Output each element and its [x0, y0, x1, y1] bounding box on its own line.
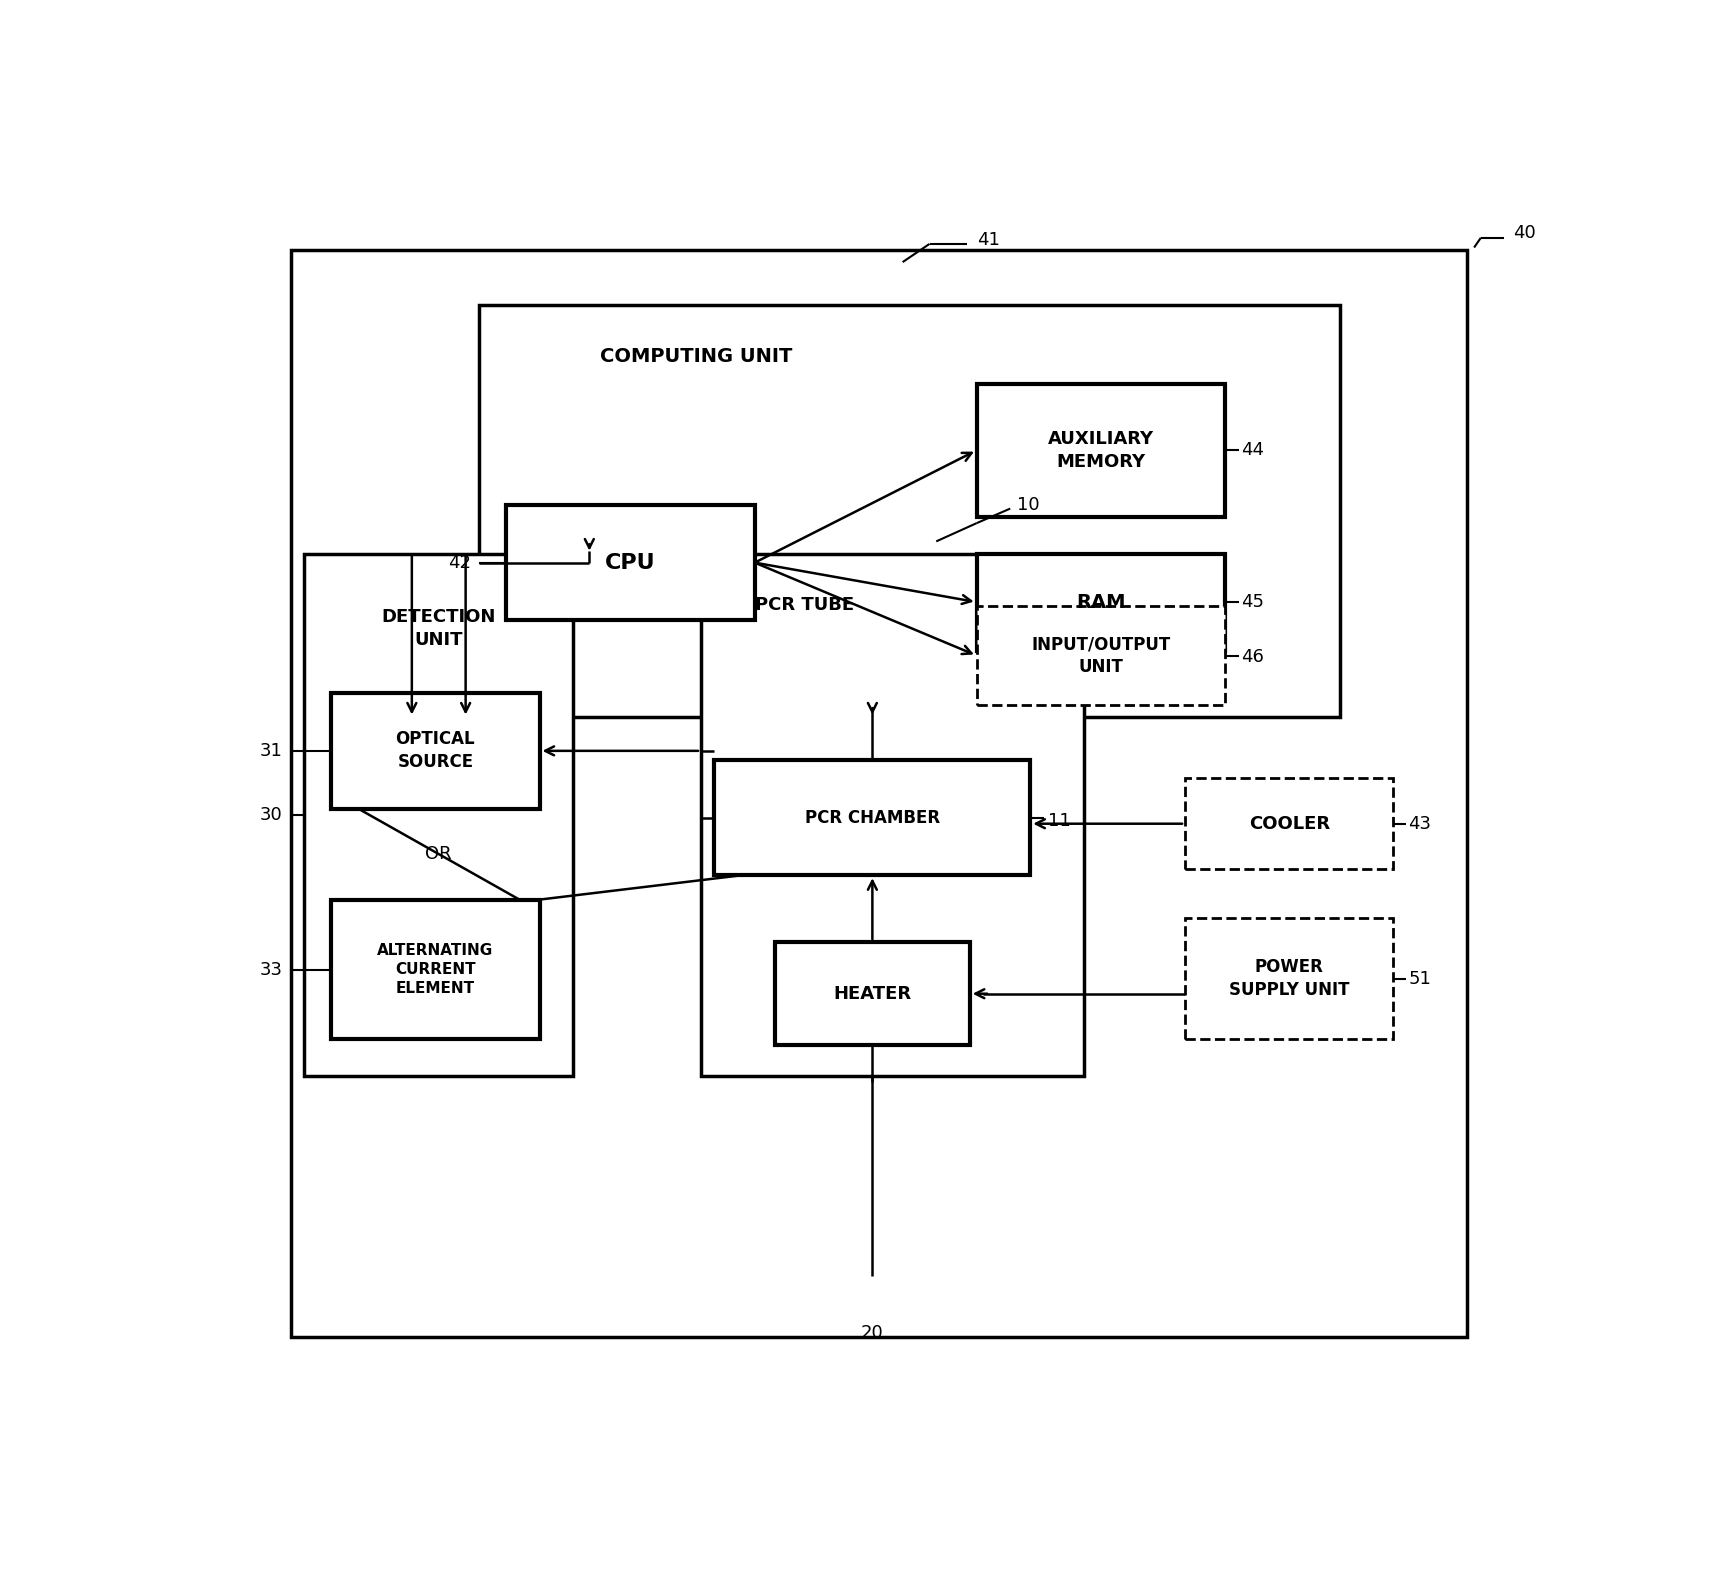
- Text: OR: OR: [425, 845, 453, 863]
- Bar: [977, 554, 1225, 651]
- Text: 33: 33: [260, 960, 283, 979]
- Text: 31: 31: [260, 743, 283, 760]
- Text: POWER
SUPPLY UNIT: POWER SUPPLY UNIT: [1228, 959, 1350, 998]
- Text: CPU: CPU: [606, 552, 656, 572]
- Text: COMPUTING UNIT: COMPUTING UNIT: [600, 347, 793, 366]
- Text: ALTERNATING
CURRENT
ELEMENT: ALTERNATING CURRENT ELEMENT: [376, 943, 493, 997]
- Text: 10: 10: [1017, 495, 1039, 514]
- Bar: [507, 505, 755, 620]
- Text: PCR TUBE: PCR TUBE: [755, 596, 854, 613]
- Text: 11: 11: [1048, 812, 1070, 830]
- Bar: [715, 760, 1031, 875]
- Text: 41: 41: [977, 232, 999, 249]
- Text: HEATER: HEATER: [833, 984, 911, 1003]
- Bar: [701, 554, 1084, 1076]
- Bar: [331, 694, 540, 809]
- Bar: [479, 304, 1339, 718]
- Text: RAM: RAM: [1076, 593, 1126, 612]
- Text: DETECTION
UNIT: DETECTION UNIT: [382, 609, 496, 650]
- Text: 40: 40: [1513, 224, 1535, 241]
- Text: 44: 44: [1242, 442, 1265, 459]
- Bar: [304, 554, 573, 1076]
- Bar: [291, 251, 1468, 1337]
- Text: INPUT/OUTPUT
UNIT: INPUT/OUTPUT UNIT: [1031, 636, 1171, 677]
- Bar: [977, 606, 1225, 705]
- Text: 45: 45: [1242, 593, 1265, 612]
- Bar: [1185, 777, 1393, 869]
- Text: OPTICAL
SOURCE: OPTICAL SOURCE: [396, 730, 475, 771]
- Text: 43: 43: [1409, 815, 1431, 833]
- Bar: [331, 899, 540, 1039]
- Bar: [977, 383, 1225, 517]
- Bar: [776, 941, 970, 1046]
- Bar: [1185, 918, 1393, 1039]
- Text: 42: 42: [448, 554, 472, 572]
- Text: AUXILIARY
MEMORY: AUXILIARY MEMORY: [1048, 431, 1154, 472]
- Text: 51: 51: [1409, 970, 1431, 987]
- Text: 46: 46: [1242, 648, 1265, 665]
- Text: 20: 20: [861, 1325, 883, 1342]
- Text: COOLER: COOLER: [1249, 815, 1329, 833]
- Text: PCR CHAMBER: PCR CHAMBER: [805, 809, 940, 826]
- Text: 30: 30: [260, 806, 283, 823]
